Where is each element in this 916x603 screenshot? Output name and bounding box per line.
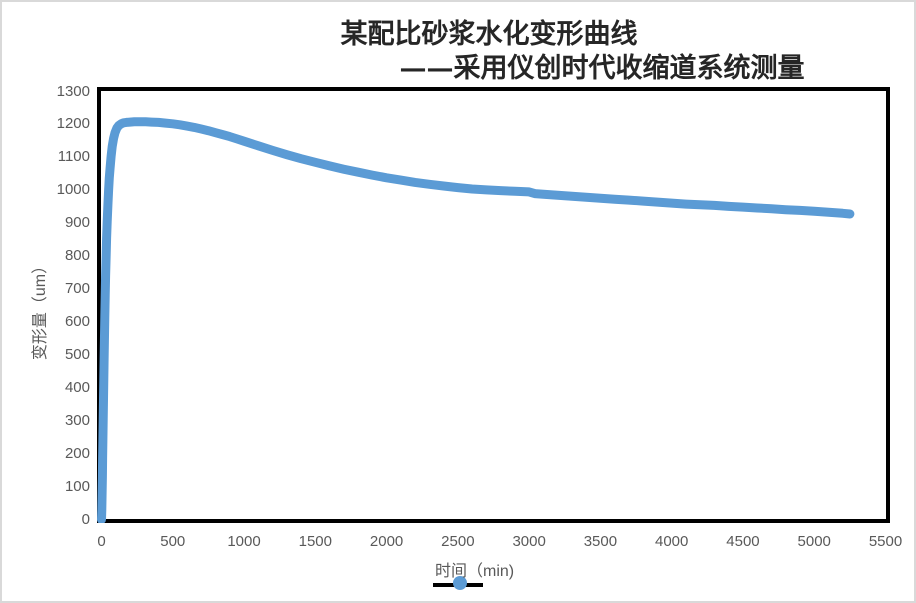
x-tick-label: 2000 — [369, 533, 404, 550]
y-tick-label: 300 — [64, 411, 90, 429]
y-tick-label: 1000 — [56, 181, 90, 199]
chart-title-line2: ——采用仪创时代收缩道系统测量 — [399, 53, 805, 84]
y-tick-label: 400 — [64, 378, 90, 396]
plot-area — [97, 87, 890, 523]
y-tick-label: 1100 — [57, 148, 90, 166]
y-tick-label: 1200 — [56, 115, 90, 133]
x-tick-label: 5500 — [868, 533, 903, 550]
x-tick-label: 4500 — [726, 533, 760, 550]
y-tick-label: 200 — [64, 444, 90, 462]
data-series-curve — [97, 117, 855, 523]
y-tick-label: 100 — [64, 477, 90, 495]
x-axis-title: 时间（min) — [435, 563, 515, 580]
x-tick-label: 500 — [160, 533, 186, 550]
x-tick-label: 4000 — [654, 533, 689, 550]
x-tick-label: 1500 — [298, 533, 332, 550]
y-tick-label: 0 — [81, 510, 90, 528]
y-tick-label: 800 — [64, 247, 90, 265]
deformation-curve-path — [97, 117, 855, 523]
chart-title-line1: 某配比砂浆水化变形曲线 — [340, 19, 638, 50]
legend-marker-icon — [453, 576, 467, 590]
y-tick-label: 900 — [64, 214, 90, 232]
y-tick-label: 500 — [64, 345, 90, 363]
y-tick-label: 600 — [64, 312, 90, 330]
x-tick-label: 2500 — [441, 533, 475, 550]
y-tick-label: 700 — [64, 280, 90, 298]
x-tick-label: 3000 — [512, 533, 546, 550]
y-tick-label: 1300 — [56, 82, 90, 100]
x-tick-label: 5000 — [797, 533, 831, 550]
x-tick-label: 3500 — [583, 533, 618, 550]
y-axis-title: 变形量（um） — [32, 257, 49, 361]
x-tick-label: 1000 — [227, 533, 261, 550]
x-tick-label: 0 — [97, 533, 106, 550]
